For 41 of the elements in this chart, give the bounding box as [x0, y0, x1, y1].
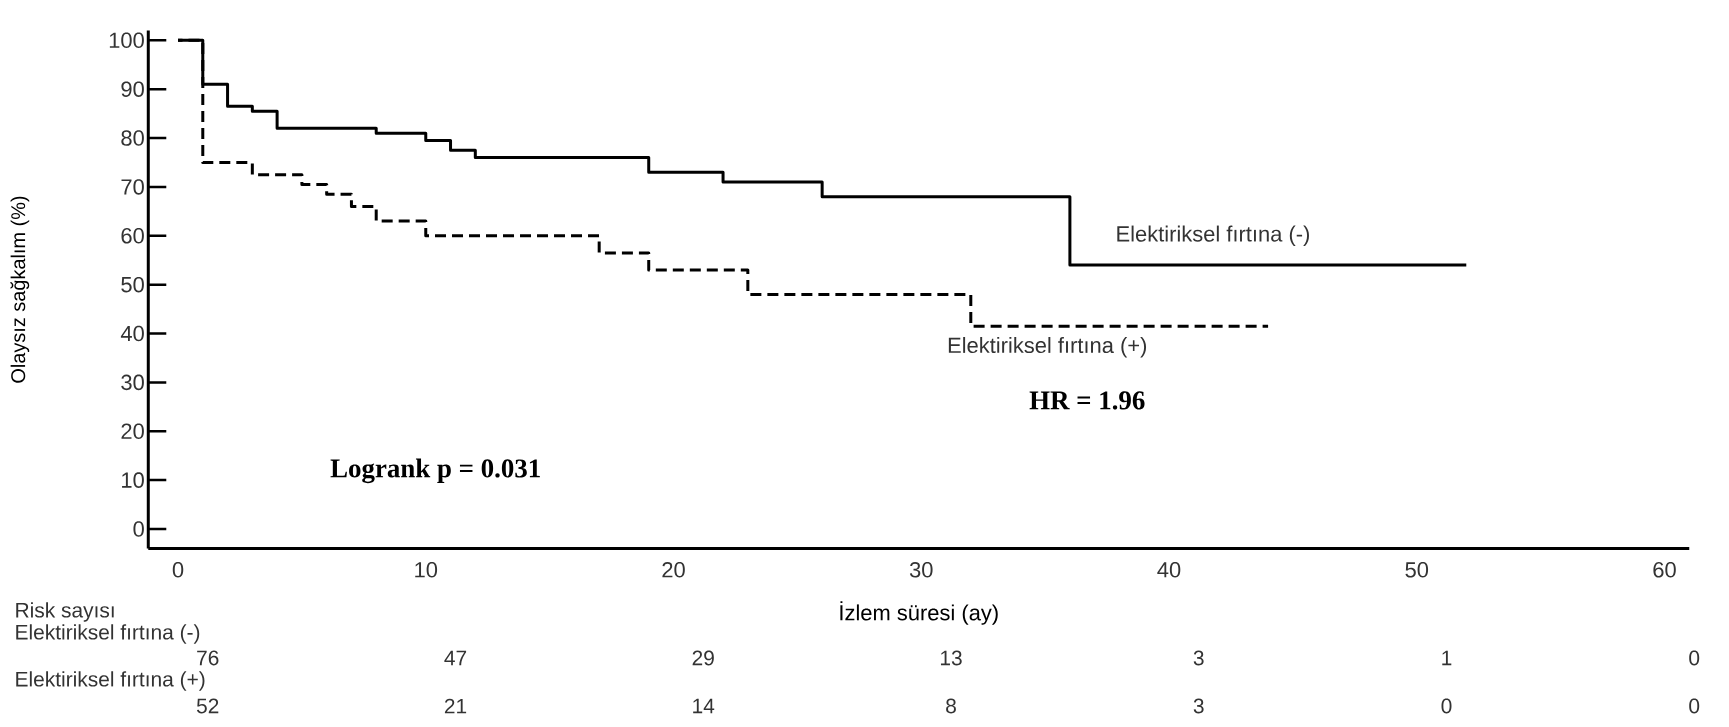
text: 29 — [692, 650, 714, 666]
text: 0 — [1441, 698, 1452, 714]
text: 3 — [1193, 698, 1204, 714]
y-axis-title: Olaysız sağkalım (%) — [10, 196, 30, 383]
x-tick-label: 20 — [662, 562, 685, 578]
y-tick-label: 50 — [121, 276, 144, 293]
text: 47 — [444, 650, 467, 666]
text: 8 — [946, 698, 956, 714]
text: 76 — [197, 650, 219, 666]
text: 14 — [693, 698, 715, 714]
y-tick-label: 30 — [121, 374, 144, 391]
text: Risk sayısı — [16, 602, 114, 622]
text: Elektiriksel fırtına (+) — [16, 671, 205, 691]
text: 13 — [940, 650, 962, 666]
annotation: Logrank p = 0.031 — [330, 458, 540, 484]
y-tick-label: 90 — [121, 81, 144, 97]
annotation: HR = 1.96 — [1029, 391, 1145, 410]
y-tick-label: 10 — [122, 472, 144, 488]
text: 0 — [1689, 698, 1700, 714]
x-tick-label: 50 — [1405, 562, 1429, 578]
y-tick-label: 40 — [120, 325, 144, 342]
text: 21 — [444, 698, 467, 714]
y-tick-label: 80 — [121, 130, 144, 146]
x-tick-label: 10 — [415, 562, 438, 578]
x-tick-label: 30 — [909, 562, 933, 578]
y-tick-label: 70 — [121, 179, 144, 195]
series-label: Elektiriksel fırtına (+) — [948, 336, 1147, 358]
x-tick-label: 0 — [172, 562, 184, 578]
series-label: Elektiriksel fırtına (-) — [1117, 225, 1309, 246]
text: 52 — [196, 698, 219, 714]
y-tick-label: 100 — [109, 32, 144, 49]
text: 1 — [1442, 650, 1452, 666]
text: Elektiriksel fırtına (-) — [16, 624, 200, 644]
x-tick-label: 60 — [1653, 562, 1676, 578]
x-axis-title: İzlem süresi (ay) — [840, 601, 998, 625]
text: 0 — [1689, 650, 1700, 666]
y-tick-label: 60 — [121, 228, 144, 244]
y-tick-label: 20 — [121, 423, 144, 440]
text: 3 — [1193, 650, 1204, 666]
y-tick-label: 0 — [133, 521, 144, 537]
x-tick-label: 40 — [1157, 562, 1181, 578]
